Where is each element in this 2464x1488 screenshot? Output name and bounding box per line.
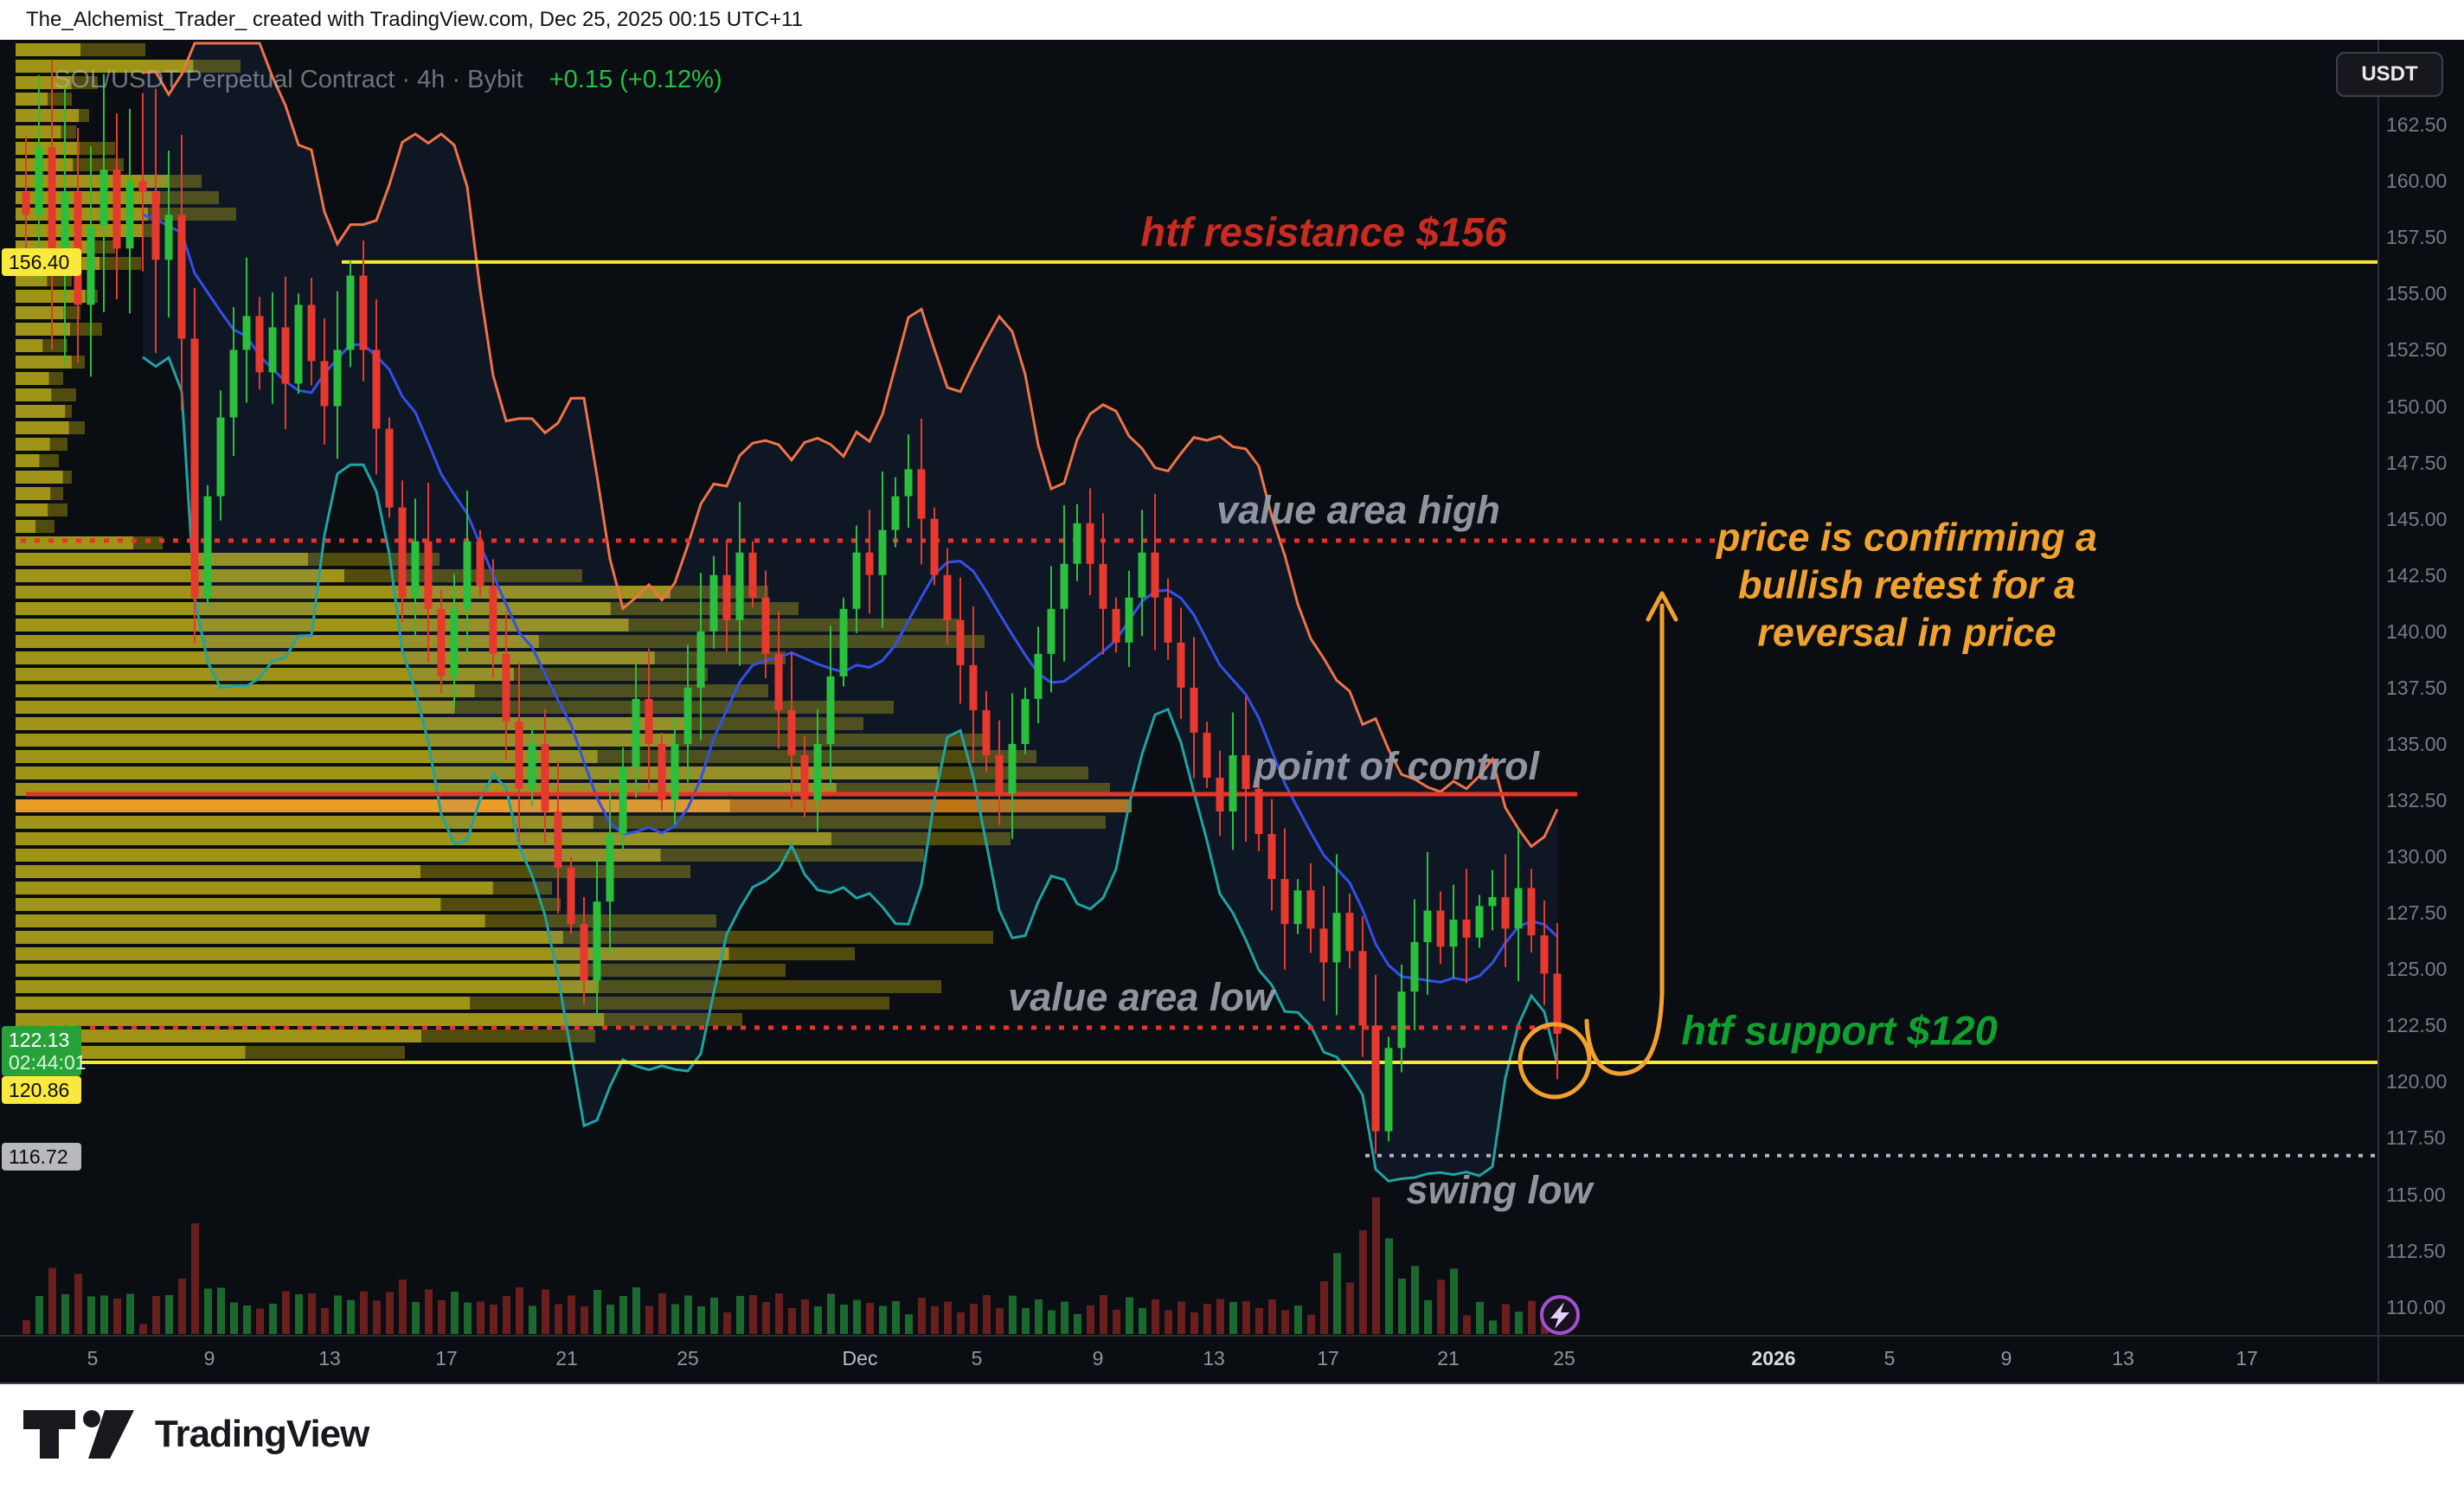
price-axis-border [2377, 40, 2379, 1384]
bullish-retest-callout[interactable]: price is confirming a bullish retest for… [1716, 514, 2097, 657]
tradingview-footer[interactable]: TradingView [22, 1408, 369, 1460]
time-tick: 5 [1883, 1347, 1896, 1369]
chart-canvas[interactable] [0, 0, 2464, 1384]
price-tick: 140.00 [2386, 619, 2448, 643]
value-area-low-annotation[interactable]: value area low [1008, 975, 1274, 1019]
symbol-legend[interactable]: SOL/USDT Perpetual Contract · 4h · Bybit… [54, 66, 722, 94]
price-tick: 120.00 [2386, 1070, 2448, 1094]
price-tick: 117.50 [2386, 1126, 2446, 1150]
price-tick: 110.00 [2386, 1295, 2446, 1318]
time-tick: 5 [87, 1347, 99, 1369]
point-of-control-annotation[interactable]: point of control [1254, 744, 1539, 788]
price-tick: 130.00 [2386, 845, 2448, 869]
support-price-label: 120.86 [2, 1076, 81, 1104]
time-tick: 13 [2112, 1347, 2134, 1369]
symbol-title: SOL/USDT Perpetual Contract · 4h · Bybit [54, 66, 523, 93]
price-tick: 145.00 [2386, 507, 2448, 530]
time-tick: 17 [2236, 1347, 2258, 1369]
chart-bottom-border [0, 1382, 2464, 1384]
time-axis[interactable]: 5 9 13 17 21 25 Dec 5 9 13 17 21 25 2026 5 9 13 17 [0, 1335, 2464, 1382]
price-tick: 162.50 [2386, 113, 2448, 137]
price-tick: 127.50 [2386, 901, 2448, 925]
swing-low-price-label: 116.72 [2, 1143, 81, 1171]
tradingview-brand-text: TradingView [155, 1413, 369, 1455]
time-tick: 5 [971, 1347, 983, 1369]
header-bar: The_Alchemist_Trader_ created with Tradi… [0, 0, 2464, 40]
price-tick: 137.50 [2386, 676, 2448, 699]
lightning-reaction-icon [1540, 1295, 1580, 1335]
time-tick: 25 [677, 1347, 699, 1369]
time-tick: 25 [1553, 1347, 1575, 1369]
value-area-high-annotation[interactable]: value area high [1216, 488, 1500, 532]
price-tick: 150.00 [2386, 394, 2448, 418]
currency-toggle-button[interactable]: USDT [2336, 52, 2443, 97]
resistance-price-label: 156.40 [2, 248, 81, 276]
price-change: +0.15 (+0.12%) [549, 66, 722, 93]
tradingview-logo-icon [23, 1410, 134, 1459]
time-tick: 13 [1203, 1347, 1225, 1369]
price-tick: 160.00 [2386, 170, 2448, 193]
bar-countdown: 02:44:01 [9, 1051, 87, 1074]
time-tick: 2026 [1751, 1347, 1796, 1369]
time-tick: 21 [1437, 1347, 1460, 1369]
price-tick: 152.50 [2386, 338, 2448, 362]
attribution-title: The_Alchemist_Trader_ created with Tradi… [26, 8, 804, 31]
price-tick: 157.50 [2386, 226, 2448, 249]
time-tick: 13 [318, 1347, 341, 1369]
time-tick: 9 [2000, 1347, 2012, 1369]
last-price-value: 122.13 [9, 1029, 70, 1051]
price-tick: 132.50 [2386, 789, 2448, 812]
price-tick: 115.00 [2386, 1183, 2446, 1206]
callout-line-1: price is confirming a [1716, 515, 2098, 560]
callout-line-2: bullish retest for a [1737, 562, 2076, 607]
time-axis-border [0, 1335, 2464, 1337]
price-tick: 155.00 [2386, 282, 2448, 305]
time-tick: 21 [555, 1347, 578, 1369]
price-axis[interactable]: 162.50 160.00 157.50 155.00 152.50 150.00 147.… [2377, 40, 2464, 1335]
price-tick: 147.50 [2386, 451, 2448, 474]
htf-resistance-annotation[interactable]: htf resistance $156 [1140, 208, 1507, 255]
price-tick: 135.00 [2386, 732, 2448, 755]
time-tick: 17 [435, 1347, 458, 1369]
time-tick: 17 [1317, 1347, 1339, 1369]
callout-line-3: reversal in price [1757, 610, 2057, 655]
price-tick: 112.50 [2386, 1239, 2446, 1262]
currency-label: USDT [2361, 62, 2418, 86]
price-tick: 125.00 [2386, 958, 2448, 981]
swing-low-annotation[interactable]: swing low [1406, 1168, 1593, 1212]
price-tick: 142.50 [2386, 563, 2448, 587]
time-tick: 9 [203, 1347, 215, 1369]
last-price-label: 122.13 02:44:01 [2, 1026, 87, 1076]
htf-support-annotation[interactable]: htf support $120 [1681, 1007, 1998, 1054]
price-tick: 122.50 [2386, 1014, 2448, 1037]
time-tick: 9 [1092, 1347, 1104, 1369]
time-tick: Dec [842, 1347, 878, 1369]
